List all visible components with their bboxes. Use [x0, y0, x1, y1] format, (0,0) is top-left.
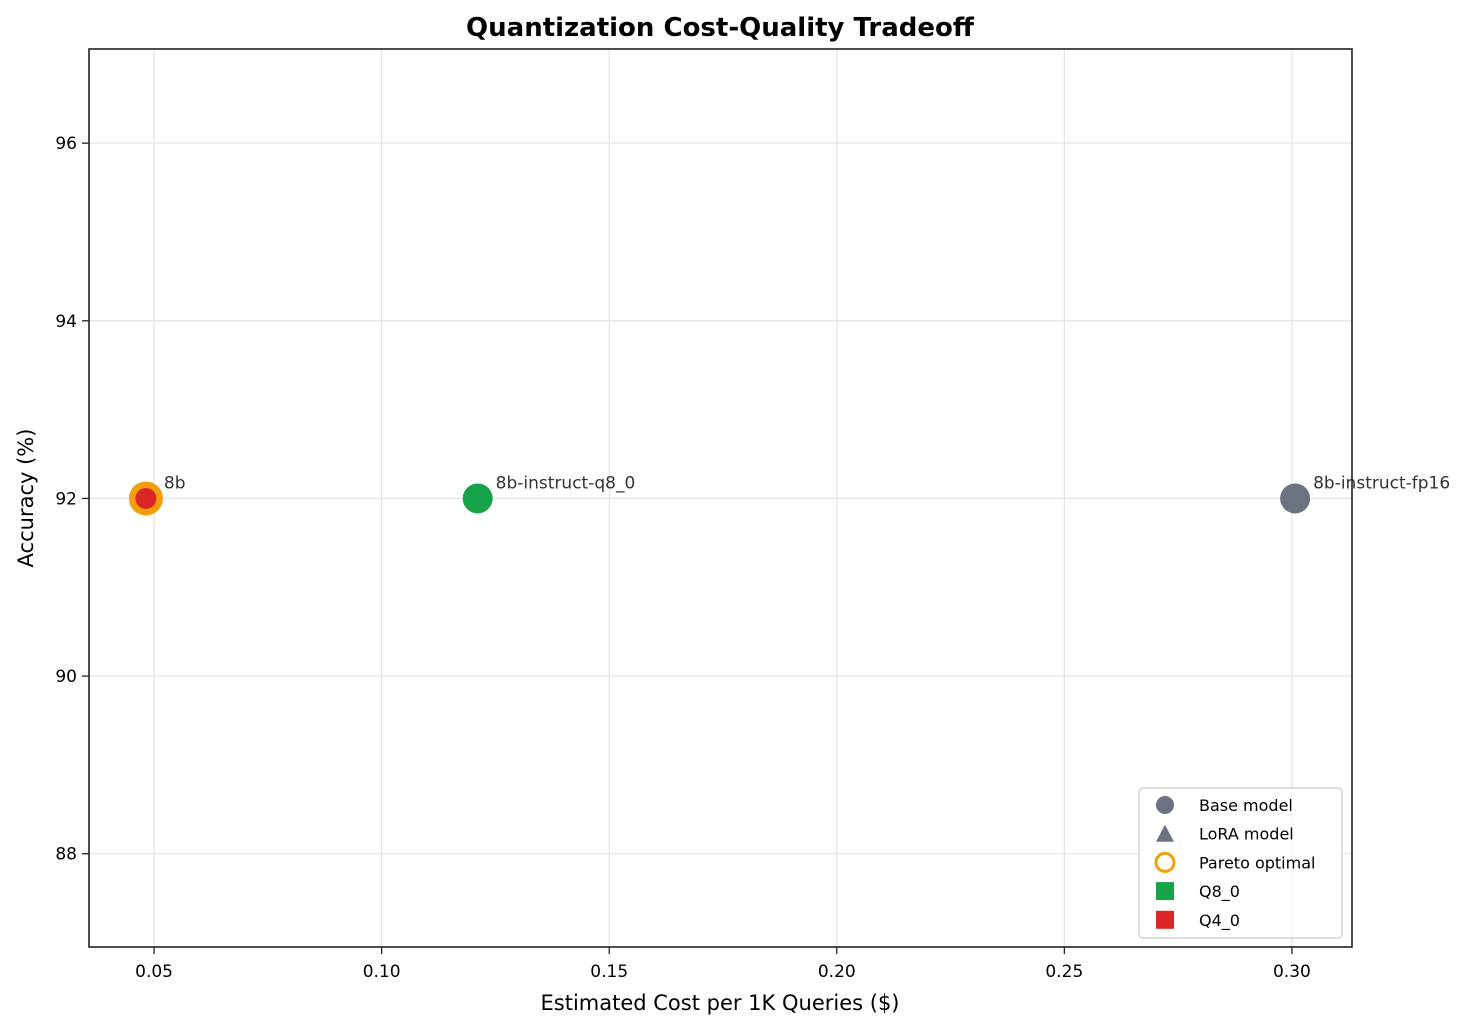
point-marker-icon [462, 483, 493, 514]
legend-label: Q4_0 [1199, 911, 1240, 931]
triangle-marker-icon [1156, 824, 1174, 842]
x-axis-ticks: 0.05 0.10 0.15 0.20 0.25 0.30 [135, 947, 1311, 982]
legend-item: Pareto optimal [1154, 851, 1315, 873]
y-tick-label: 92 [55, 489, 77, 509]
y-tick-label: 90 [55, 667, 77, 687]
legend-box [1138, 787, 1343, 939]
data-point-8b-instruct-fp16: 8b-instruct-fp16 [1280, 473, 1450, 514]
data-points: 8b 8b-instruct-q8_0 8b-instruct-fp16 [128, 473, 1450, 516]
legend-item: Q4_0 [1156, 910, 1240, 931]
square-marker-icon [1156, 910, 1174, 929]
x-axis-label: Estimated Cost per 1K Queries ($) [541, 991, 900, 1015]
square-marker-icon [1156, 882, 1174, 901]
x-tick-label: 0.30 [1273, 962, 1311, 982]
y-axis-ticks: 88 90 92 94 96 [55, 134, 89, 865]
x-tick-label: 0.10 [363, 962, 401, 982]
legend-label: Pareto optimal [1199, 853, 1315, 872]
x-tick-label: 0.05 [135, 962, 173, 982]
legend-label: Base model [1199, 796, 1293, 815]
point-annotation: 8b [164, 473, 186, 493]
point-marker-icon [135, 487, 157, 509]
point-annotation: 8b-instruct-fp16 [1313, 473, 1450, 493]
legend: Base model LoRA model Pareto optimal Q8_0 Q4… [1138, 787, 1343, 939]
data-point-8b: 8b [128, 473, 186, 516]
legend-item: LoRA model [1156, 824, 1294, 844]
y-tick-label: 96 [55, 134, 77, 154]
legend-label: LoRA model [1199, 825, 1294, 844]
y-axis-label: Accuracy (%) [14, 429, 38, 568]
x-tick-label: 0.25 [1045, 962, 1083, 982]
legend-label: Q8_0 [1199, 882, 1240, 902]
x-tick-label: 0.20 [818, 962, 856, 982]
ring-marker-icon [1154, 851, 1176, 873]
legend-item: Base model [1156, 796, 1293, 815]
data-point-8b-instruct-q8_0: 8b-instruct-q8_0 [462, 473, 636, 514]
chart-title: Quantization Cost-Quality Tradeoff [466, 13, 975, 43]
x-tick-label: 0.15 [590, 962, 628, 982]
y-tick-label: 88 [55, 845, 77, 865]
point-marker-icon [1280, 483, 1311, 514]
point-annotation: 8b-instruct-q8_0 [496, 473, 636, 493]
circle-marker-icon [1156, 796, 1174, 814]
legend-item: Q8_0 [1156, 882, 1240, 902]
y-tick-label: 94 [55, 312, 77, 332]
